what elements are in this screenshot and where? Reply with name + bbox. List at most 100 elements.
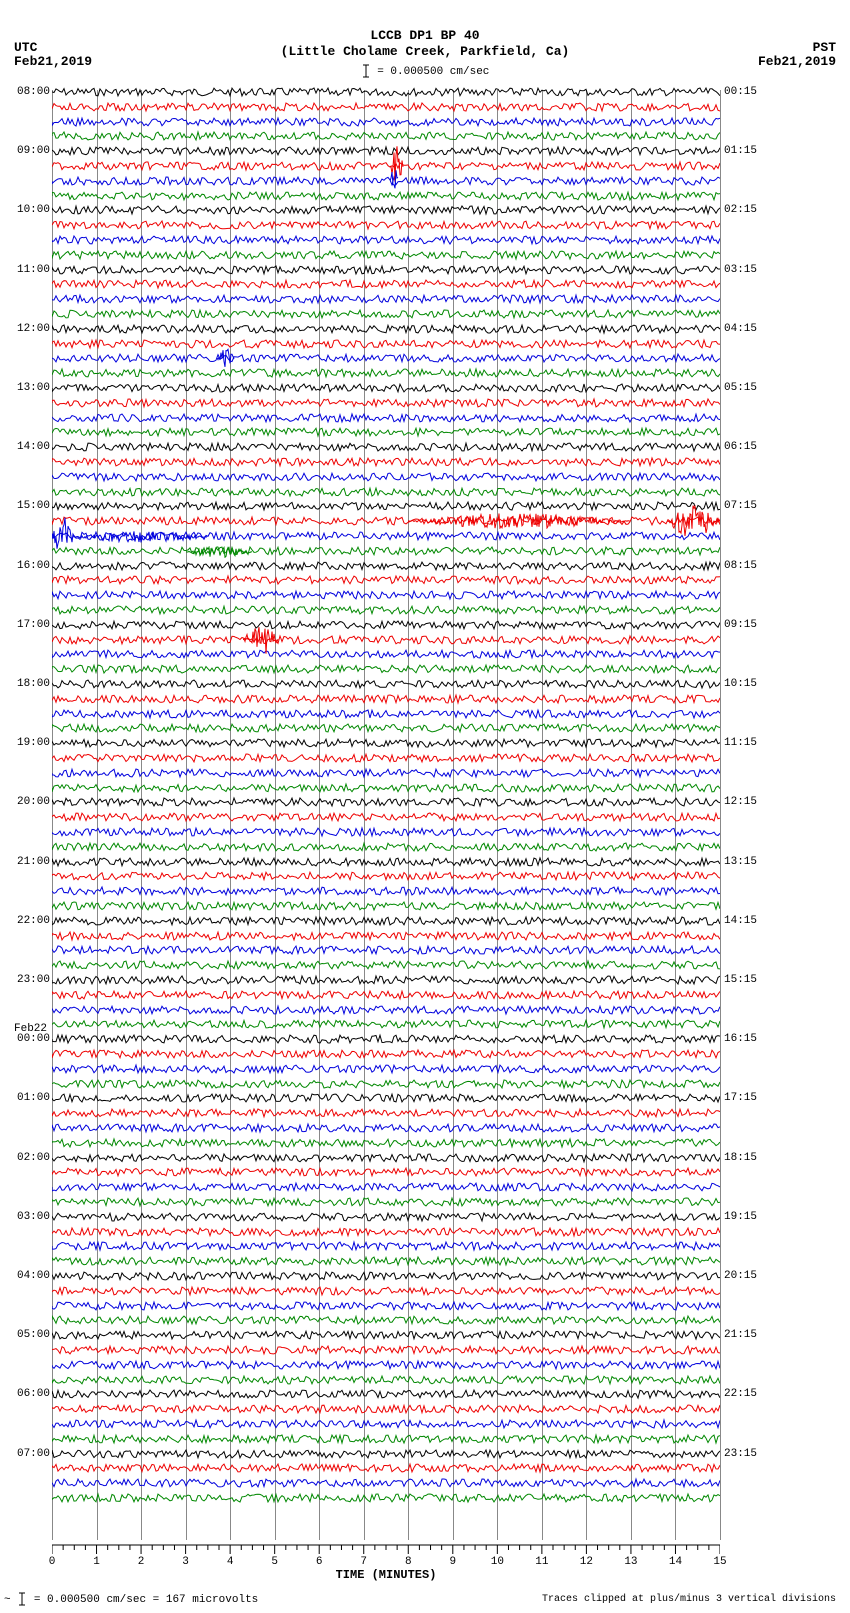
seismic-event	[52, 516, 74, 556]
x-axis-title: TIME (MINUTES)	[336, 1568, 437, 1582]
seismic-trace	[52, 781, 720, 795]
seismic-trace	[52, 396, 720, 410]
pst-time-label: 01:15	[724, 145, 757, 157]
seismic-trace	[52, 1106, 720, 1120]
utc-time-label: 02:00	[17, 1152, 50, 1164]
utc-time-label: 16:00	[17, 560, 50, 572]
seismic-event	[217, 348, 235, 368]
pst-time-label: 08:15	[724, 560, 757, 572]
seismic-trace	[52, 736, 720, 750]
seismic-trace	[52, 943, 720, 957]
helicorder-container: UTC Feb21,2019 PST Feb21,2019 LCCB DP1 B…	[0, 0, 850, 1613]
seismic-trace	[52, 1047, 720, 1061]
pst-time-label: 09:15	[724, 619, 757, 631]
seismic-trace	[52, 573, 720, 587]
seismic-trace	[52, 425, 720, 439]
utc-time-label: 12:00	[17, 323, 50, 335]
seismic-trace	[52, 322, 720, 336]
utc-time-label: 08:00	[17, 86, 50, 98]
utc-time-label: 09:00	[17, 145, 50, 157]
seismic-trace	[52, 559, 720, 573]
seismic-trace	[52, 1121, 720, 1135]
utc-time-label: 05:00	[17, 1329, 50, 1341]
utc-time-label: 21:00	[17, 856, 50, 868]
seismic-trace	[52, 544, 720, 558]
utc-time-label: 11:00	[17, 264, 50, 276]
title-line-1: LCCB DP1 BP 40	[0, 28, 850, 44]
pst-time-label: 17:15	[724, 1092, 757, 1104]
seismic-trace	[52, 1313, 720, 1327]
seismic-trace	[52, 1299, 720, 1313]
utc-time-label: 13:00	[17, 382, 50, 394]
utc-time-label: 20:00	[17, 796, 50, 808]
seismic-trace	[52, 677, 720, 691]
seismic-trace	[52, 159, 720, 173]
utc-time-label: 06:00	[17, 1388, 50, 1400]
seismic-trace	[52, 795, 720, 809]
seismic-trace	[52, 203, 720, 217]
scale-bar-icon	[17, 1591, 27, 1607]
scale-text: = 0.000500 cm/sec	[377, 66, 489, 78]
seismic-trace	[52, 248, 720, 262]
pst-time-label: 21:15	[724, 1329, 757, 1341]
seismic-trace	[52, 973, 720, 987]
pst-time-label: 13:15	[724, 856, 757, 868]
pst-time-label: 06:15	[724, 441, 757, 453]
seismic-trace	[52, 1254, 720, 1268]
footer-left-text: = 0.000500 cm/sec = 167 microvolts	[34, 1594, 258, 1606]
pst-time-label: 20:15	[724, 1270, 757, 1282]
seismic-event	[243, 624, 279, 656]
seismic-trace	[52, 1180, 720, 1194]
utc-time-label: 23:00	[17, 974, 50, 986]
seismic-event	[74, 530, 208, 542]
seismic-trace	[52, 1210, 720, 1224]
seismic-trace	[52, 825, 720, 839]
scale-bar-icon	[361, 63, 371, 79]
pst-time-label: 05:15	[724, 382, 757, 394]
utc-time-label: 22:00	[17, 915, 50, 927]
pst-time-label: 07:15	[724, 500, 757, 512]
seismic-trace	[52, 218, 720, 232]
seismic-trace	[52, 603, 720, 617]
seismic-trace	[52, 1358, 720, 1372]
utc-time-label: 10:00	[17, 204, 50, 216]
seismic-trace	[52, 189, 720, 203]
seismic-trace	[52, 662, 720, 676]
footer-tick-prefix: ~	[4, 1594, 11, 1606]
utc-time-label: 17:00	[17, 619, 50, 631]
pst-time-label: 16:15	[724, 1033, 757, 1045]
seismic-event	[186, 545, 253, 557]
seismic-trace	[52, 485, 720, 499]
seismic-trace	[52, 499, 720, 513]
seismic-trace	[52, 1284, 720, 1298]
seismic-trace	[52, 292, 720, 306]
plot-area	[52, 90, 720, 1540]
seismic-trace	[52, 1151, 720, 1165]
seismic-trace	[52, 855, 720, 869]
utc-time-label: 03:00	[17, 1211, 50, 1223]
utc-time-label: 19:00	[17, 737, 50, 749]
seismic-trace	[52, 1387, 720, 1401]
seismic-trace	[52, 351, 720, 365]
seismic-trace	[52, 144, 720, 158]
seismic-trace	[52, 233, 720, 247]
seismic-trace	[52, 899, 720, 913]
utc-time-label: 18:00	[17, 678, 50, 690]
seismic-trace	[52, 1136, 720, 1150]
pst-time-label: 14:15	[724, 915, 757, 927]
seismic-trace	[52, 929, 720, 943]
seismic-trace	[52, 1239, 720, 1253]
title-line-2: (Little Cholame Creek, Parkfield, Ca)	[0, 44, 850, 60]
utc-time-label: 07:00	[17, 1448, 50, 1460]
footer-left: ~ = 0.000500 cm/sec = 167 microvolts	[4, 1591, 258, 1607]
seismic-trace	[52, 988, 720, 1002]
seismic-trace	[52, 1017, 720, 1031]
seismic-trace	[52, 588, 720, 602]
seismic-event	[667, 503, 720, 539]
seismic-trace	[52, 692, 720, 706]
seismic-trace	[52, 455, 720, 469]
seismic-trace	[52, 1328, 720, 1342]
seismic-trace	[52, 766, 720, 780]
date-right: Feb21,2019	[758, 54, 836, 69]
seismic-trace	[52, 85, 720, 99]
